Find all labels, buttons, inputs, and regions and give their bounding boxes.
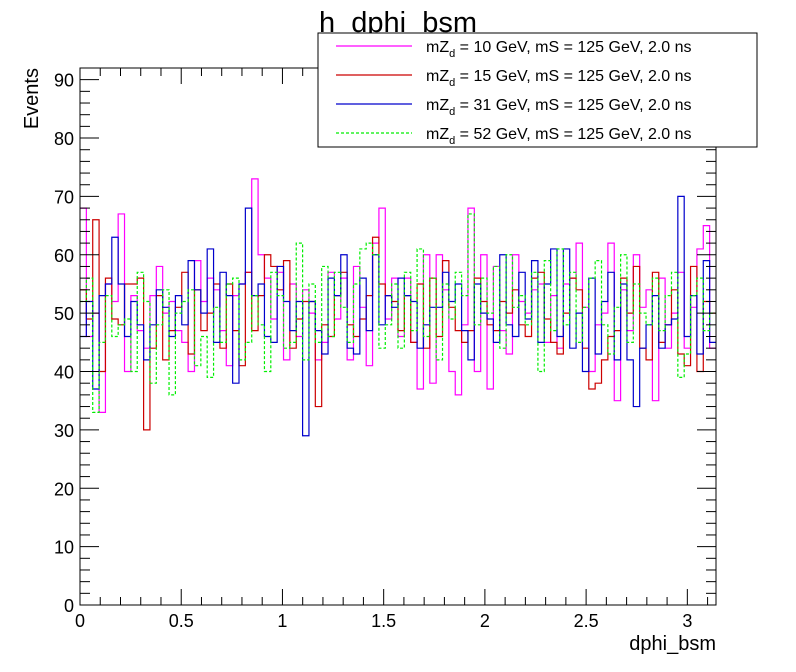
x-tick-label: 2 [480,611,490,631]
legend-box [317,32,758,148]
legend-label-2: mZd = 15 GeV, mS = 125 GeV, 2.0 ns [426,68,692,89]
x-tick-label: 1 [277,611,287,631]
x-axis-title: dphi_bsm [629,633,716,655]
y-tick-label: 50 [54,304,74,324]
y-tick-label: 40 [54,363,74,383]
series-line-4 [80,213,716,413]
y-tick-label: 0 [64,596,74,616]
y-tick-label: 30 [54,421,74,441]
x-tick-label: 0.5 [169,611,194,631]
y-axis-title: Events [21,68,43,129]
series-line-2 [80,219,716,431]
y-tick-label: 70 [54,187,74,207]
y-tick-label: 20 [54,479,74,499]
series-layer [80,178,716,437]
y-tick-label: 90 [54,71,74,91]
x-tick-label: 3 [682,611,692,631]
y-tick-label: 60 [54,246,74,266]
x-tick-label: 0 [75,611,85,631]
y-tick-label: 10 [54,538,74,558]
y-tick-label: 80 [54,129,74,149]
x-tick-label: 1.5 [371,611,396,631]
legend-label-3: mZd = 31 GeV, mS = 125 GeV, 2.0 ns [426,97,692,118]
legend-label-4: mZd = 52 GeV, mS = 125 GeV, 2.0 ns [426,126,692,147]
legend-label-1: mZd = 10 GeV, mS = 125 GeV, 2.0 ns [426,39,692,60]
x-tick-label: 2.5 [574,611,599,631]
legend: mZd = 10 GeV, mS = 125 GeV, 2.0 ns mZd = … [317,32,758,148]
